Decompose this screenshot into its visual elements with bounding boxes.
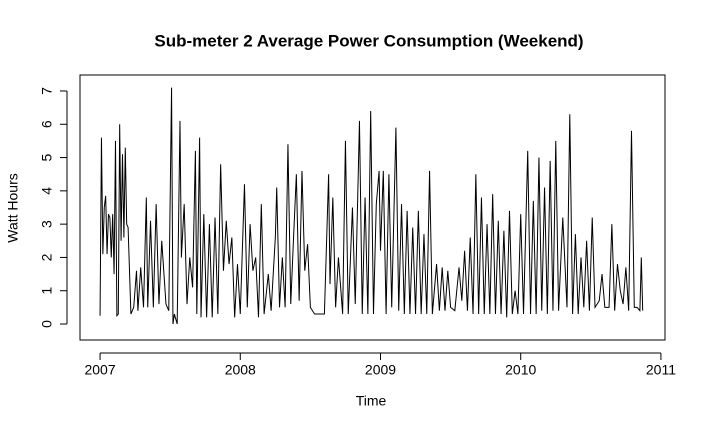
y-tick-label: 3 [39, 220, 55, 228]
y-axis-title: Watt Hours [5, 173, 21, 243]
y-tick-label: 0 [39, 320, 55, 328]
x-tick-label: 2007 [84, 362, 115, 378]
y-tick-label: 4 [39, 187, 55, 195]
data-line [99, 87, 644, 325]
y-tick-label: 6 [39, 120, 55, 128]
y-tick-label: 7 [39, 87, 55, 95]
y-tick-label: 2 [39, 253, 55, 261]
plot-box [79, 74, 666, 341]
x-axis-title: Time [356, 393, 387, 409]
y-tick-label: 1 [39, 287, 55, 295]
chart-title: Sub-meter 2 Average Power Consumption (W… [154, 31, 583, 50]
x-tick-label: 2009 [365, 362, 396, 378]
x-tick-label: 2011 [646, 362, 676, 378]
x-tick-label: 2010 [505, 362, 536, 378]
x-tick-label: 2008 [225, 362, 256, 378]
y-tick-label: 5 [39, 153, 55, 161]
